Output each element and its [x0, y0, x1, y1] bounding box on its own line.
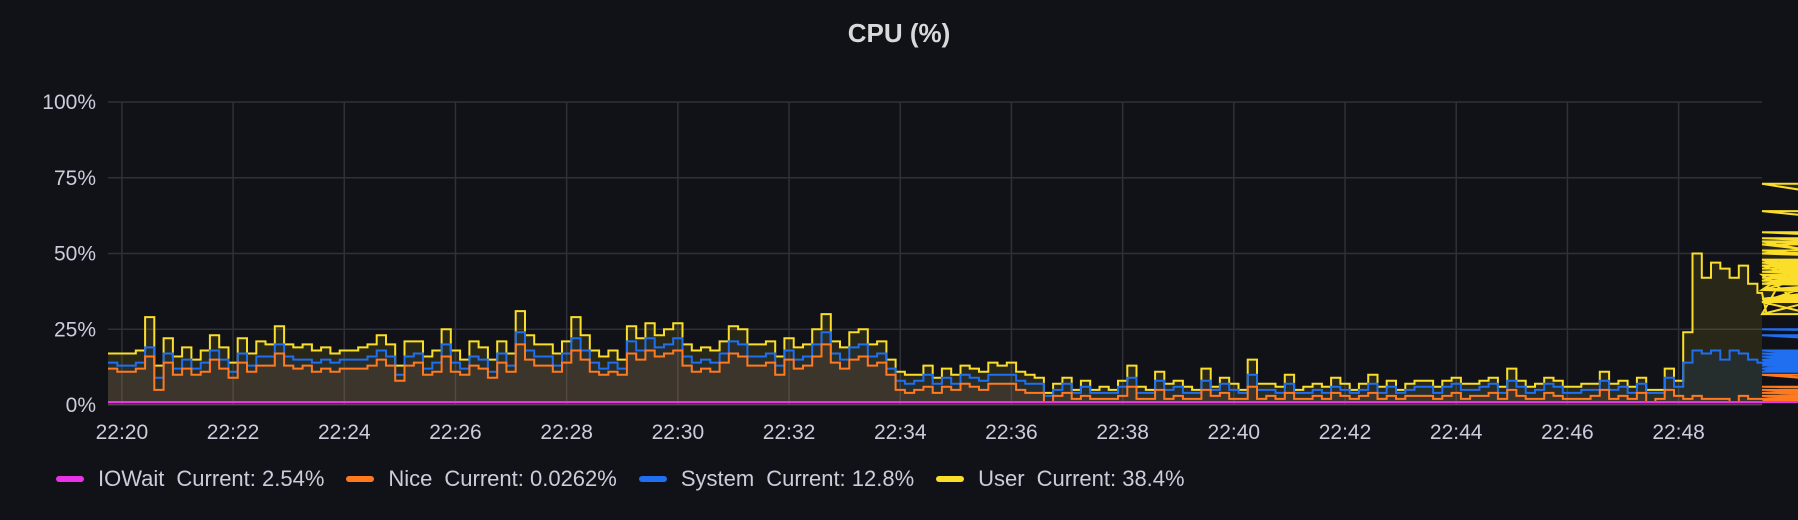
legend-label: User	[978, 466, 1025, 491]
y-tick-label: 100%	[42, 91, 96, 114]
x-tick-label: 22:40	[1208, 421, 1261, 444]
x-tick-label: 22:46	[1541, 421, 1594, 444]
series-fill-nice	[108, 344, 1798, 405]
x-tick-label: 22:32	[763, 421, 816, 444]
x-tick-label: 22:26	[429, 421, 482, 444]
series-fill-system	[108, 329, 1798, 405]
y-tick-label: 25%	[54, 318, 96, 341]
legend: IOWait Current: 2.54% Nice Current: 0.0262%…	[56, 466, 1207, 492]
series-line-system	[108, 328, 1798, 397]
legend-swatch	[56, 476, 84, 482]
legend-current-value: Current: 0.0262%	[444, 466, 617, 491]
x-tick-label: 22:24	[318, 421, 371, 444]
x-tick-label: 22:34	[874, 421, 927, 444]
x-tick-label: 22:44	[1430, 421, 1483, 444]
legend-current-value: Current: 2.54%	[176, 466, 325, 491]
legend-label: IOWait	[98, 466, 165, 491]
legend-swatch	[638, 476, 667, 482]
x-tick-label: 22:36	[985, 421, 1038, 444]
x-tick-label: 22:30	[652, 421, 705, 444]
cpu-chart[interactable]: 0% 25% 50% 75% 100% 22:20 22:22 22:24 22:26 22:28…	[0, 0, 1798, 460]
y-tick-label: 50%	[54, 243, 96, 266]
x-tick-label: 22:38	[1096, 421, 1149, 444]
x-tick-label: 22:42	[1319, 421, 1372, 444]
y-tick-label: 75%	[54, 167, 96, 190]
y-tick-label: 0%	[66, 394, 96, 417]
legend-current-value: Current: 38.4%	[1036, 466, 1185, 491]
legend-item-user[interactable]: User Current: 38.4%	[936, 466, 1185, 492]
legend-swatch	[936, 476, 965, 482]
x-tick-label: 22:22	[207, 421, 260, 444]
x-tick-label: 22:28	[540, 421, 593, 444]
legend-label: System	[680, 466, 755, 491]
legend-item-nice[interactable]: Nice Current: 0.0262%	[346, 466, 617, 492]
legend-item-iowait[interactable]: IOWait Current: 2.54%	[56, 466, 324, 492]
x-tick-label: 22:20	[96, 421, 149, 444]
series-line-nice	[108, 343, 1798, 403]
x-tick-label: 22:48	[1652, 421, 1705, 444]
legend-label: Nice	[388, 466, 433, 491]
panel-title[interactable]: CPU (%)	[847, 18, 951, 48]
legend-item-system[interactable]: System Current: 12.8%	[638, 466, 915, 492]
legend-swatch	[346, 476, 375, 482]
legend-current-value: Current: 12.8%	[766, 466, 915, 491]
